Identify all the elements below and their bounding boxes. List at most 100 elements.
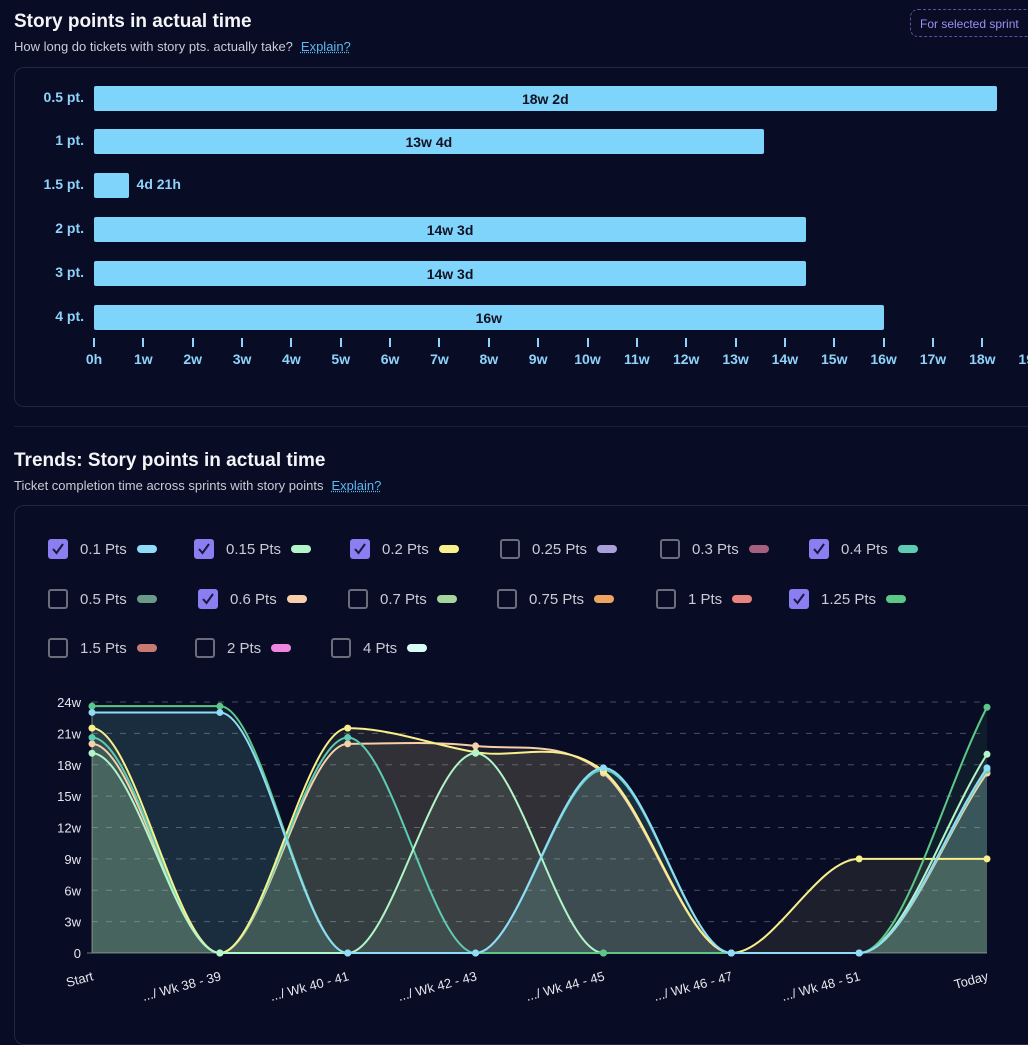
data-point bbox=[855, 949, 863, 957]
data-point bbox=[472, 749, 480, 757]
check-icon bbox=[793, 593, 805, 605]
bar-chart-panel bbox=[14, 67, 1028, 407]
y-axis-tick-label: 24w bbox=[57, 695, 81, 710]
series-area bbox=[92, 712, 987, 953]
x-axis-tick bbox=[882, 338, 885, 347]
legend-label: 1 Pts bbox=[688, 590, 723, 608]
checkbox[interactable] bbox=[789, 589, 809, 609]
legend-item[interactable]: 0.3 Pts bbox=[660, 538, 769, 560]
trend-line-chart: 0 3w 6w 9w 12w 15w 18w 21w 24w Start .../ Wk 38 - … bbox=[57, 695, 991, 1004]
legend-item[interactable]: 1.5 Pts bbox=[48, 637, 157, 659]
legend-label: 0.25 Pts bbox=[532, 540, 588, 558]
legend-swatch bbox=[436, 595, 457, 603]
checkbox[interactable] bbox=[198, 589, 218, 609]
legend-swatch bbox=[291, 545, 312, 553]
y-axis-tick-label: 6w bbox=[64, 883, 81, 898]
data-point bbox=[599, 949, 607, 957]
x-axis-tick bbox=[783, 338, 786, 347]
data-point bbox=[88, 734, 96, 742]
legend-swatch bbox=[748, 545, 769, 553]
bar[interactable]: 18w 2d bbox=[94, 86, 997, 111]
x-axis-tick bbox=[537, 338, 540, 347]
checkbox[interactable] bbox=[500, 539, 520, 559]
legend-item[interactable]: 0.7 Pts bbox=[348, 588, 457, 610]
legend-label: 1.25 Pts bbox=[821, 590, 877, 608]
checkbox[interactable] bbox=[331, 638, 351, 658]
legend-item[interactable]: 0.6 Pts bbox=[198, 588, 307, 610]
checkbox[interactable] bbox=[660, 539, 680, 559]
legend-item[interactable]: 0.2 Pts bbox=[350, 538, 459, 560]
bar[interactable]: 16w bbox=[94, 305, 884, 330]
check-icon bbox=[198, 543, 210, 555]
series-line bbox=[92, 711, 988, 954]
x-axis-tick-label: 18w bbox=[969, 351, 996, 367]
checkbox[interactable] bbox=[48, 638, 68, 658]
x-axis-tick-label: 3w bbox=[232, 351, 252, 367]
x-axis-tick-label: .../ Wk 48 - 51 bbox=[780, 968, 862, 1003]
x-axis-tick bbox=[339, 338, 342, 347]
bar-row-label: 3 pt. bbox=[55, 264, 84, 280]
x-axis-tick-label: .../ Wk 46 - 47 bbox=[652, 968, 734, 1003]
legend-item[interactable]: 0.15 Pts bbox=[194, 538, 312, 560]
legend-item[interactable]: 0.1 Pts bbox=[48, 538, 157, 560]
legend-item[interactable]: 4 Pts bbox=[331, 637, 428, 659]
legend-label: 0.2 Pts bbox=[382, 540, 429, 558]
data-point bbox=[983, 703, 991, 711]
explain-link[interactable]: Explain? bbox=[300, 39, 351, 54]
checkbox[interactable] bbox=[348, 589, 368, 609]
series-area bbox=[92, 743, 987, 953]
x-axis-tick-label: Today bbox=[952, 968, 990, 992]
x-axis-tick bbox=[438, 338, 441, 347]
checkbox[interactable] bbox=[48, 539, 68, 559]
checkbox[interactable] bbox=[194, 539, 214, 559]
bar[interactable]: 14w 3d bbox=[94, 217, 807, 242]
x-axis-tick bbox=[833, 338, 836, 347]
check-icon bbox=[202, 593, 214, 605]
selected-sprint-badge[interactable]: For selected sprint bbox=[910, 9, 1028, 37]
legend-item[interactable]: 0.25 Pts bbox=[500, 538, 618, 560]
legend-item[interactable]: 1.25 Pts bbox=[789, 588, 907, 610]
bar-row-label: 2 pt. bbox=[55, 220, 84, 236]
x-axis-tick-label: .../ Wk 44 - 45 bbox=[524, 968, 606, 1003]
legend-label: 0.4 Pts bbox=[841, 540, 888, 558]
legend-item[interactable]: 2 Pts bbox=[195, 637, 292, 659]
bar-row-label: 0.5 pt. bbox=[43, 89, 84, 105]
legend-swatch bbox=[407, 644, 428, 652]
x-axis-tick-label: 11w bbox=[623, 351, 650, 367]
legend-swatch bbox=[136, 545, 157, 553]
legend-item[interactable]: 0.4 Pts bbox=[809, 538, 918, 560]
legend-item[interactable]: 1 Pts bbox=[656, 588, 753, 610]
data-point bbox=[216, 949, 224, 957]
data-point bbox=[344, 740, 352, 748]
checkbox[interactable] bbox=[809, 539, 829, 559]
legend-item[interactable]: 0.5 Pts bbox=[48, 588, 157, 610]
checkbox[interactable] bbox=[350, 539, 370, 559]
data-point bbox=[983, 750, 991, 758]
legend-swatch bbox=[594, 595, 615, 603]
checkbox[interactable] bbox=[195, 638, 215, 658]
bar[interactable] bbox=[94, 173, 129, 198]
x-axis-tick-label: 15w bbox=[821, 351, 848, 367]
y-axis-tick-label: 0 bbox=[74, 946, 81, 961]
bar[interactable]: 13w 4d bbox=[94, 129, 764, 154]
legend-label: 2 Pts bbox=[227, 639, 262, 657]
checkbox[interactable] bbox=[48, 589, 68, 609]
y-axis-tick-label: 21w bbox=[57, 726, 81, 741]
data-point bbox=[88, 740, 96, 748]
x-axis-tick-label: 9w bbox=[528, 351, 548, 367]
checkbox[interactable] bbox=[656, 589, 676, 609]
x-axis-tick bbox=[389, 338, 392, 347]
page-subtitle: How long do tickets with story pts. actu… bbox=[14, 39, 351, 54]
legend-label: 0.6 Pts bbox=[230, 590, 277, 608]
legend-label: 0.5 Pts bbox=[80, 590, 127, 608]
x-axis-tick-label: 19w bbox=[1018, 351, 1028, 367]
bar-row-label: 1 pt. bbox=[55, 132, 84, 148]
y-axis-tick-label: 18w bbox=[57, 758, 81, 773]
x-axis-tick-label: 7w bbox=[430, 351, 449, 367]
legend-item[interactable]: 0.75 Pts bbox=[497, 588, 615, 610]
legend-swatch bbox=[897, 545, 918, 553]
x-axis-tick bbox=[93, 338, 95, 347]
trends-explain-link[interactable]: Explain? bbox=[331, 478, 382, 493]
bar[interactable]: 14w 3d bbox=[94, 261, 807, 286]
checkbox[interactable] bbox=[497, 589, 517, 609]
